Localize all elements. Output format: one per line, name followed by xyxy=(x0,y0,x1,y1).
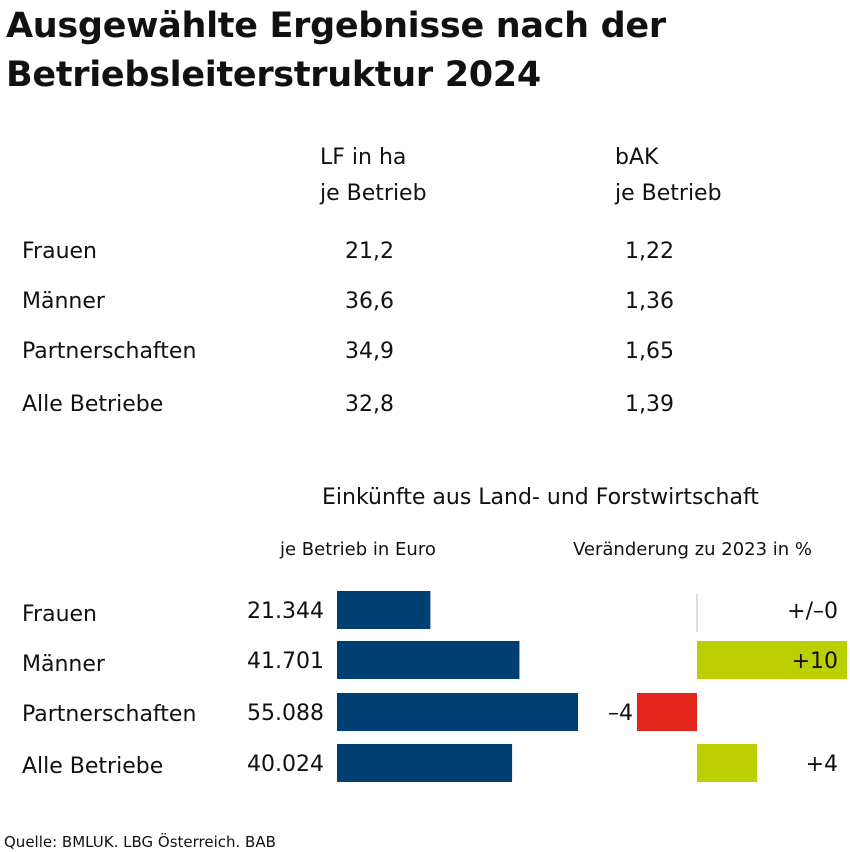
change-value-label: +4 xyxy=(806,752,838,777)
change-bar xyxy=(637,693,697,731)
change-bar xyxy=(697,744,757,782)
source-note: Quelle: BMLUK. LBG Österreich. BAB xyxy=(4,833,276,851)
chart-title: Ausgewählte Ergebnisse nach der Betriebs… xyxy=(6,2,666,100)
category-label: Alle Betriebe xyxy=(22,754,164,779)
lf-column-header: LF in ha je Betrieb xyxy=(320,145,427,206)
table-row-label: Frauen xyxy=(22,239,98,264)
change-value-label: –4 xyxy=(608,701,633,726)
table-row-lf-value: 21,2 xyxy=(345,239,394,264)
bak-column-header: bAK je Betrieb xyxy=(615,145,722,206)
table-row-bak-value: 1,39 xyxy=(625,392,674,417)
table-row-lf-value: 36,6 xyxy=(345,289,394,314)
table-row-bak-value: 1,22 xyxy=(625,239,674,264)
title-line-1: Ausgewählte Ergebnisse nach der xyxy=(6,6,666,46)
income-value-label: 41.701 xyxy=(247,649,324,674)
change-series-header: Veränderung zu 2023 in % xyxy=(573,539,813,560)
income-bar xyxy=(337,591,431,629)
category-label: Partnerschaften xyxy=(22,702,197,727)
category-label: Frauen xyxy=(22,602,98,627)
change-value-label: +10 xyxy=(792,649,838,674)
table-row-bak-value: 1,36 xyxy=(625,289,674,314)
income-bar xyxy=(337,641,520,679)
income-bar xyxy=(337,693,578,731)
income-series-header: je Betrieb in Euro xyxy=(280,539,436,560)
income-chart-title: Einkünfte aus Land- und Forstwirtschaft xyxy=(322,485,759,510)
table-row-label: Männer xyxy=(22,289,105,314)
income-value-label: 55.088 xyxy=(247,701,324,726)
table-row-lf-value: 34,9 xyxy=(345,339,394,364)
title-line-2: Betriebsleiterstruktur 2024 xyxy=(6,55,541,95)
change-bar xyxy=(697,641,847,679)
income-value-label: 21.344 xyxy=(247,599,324,624)
change-value-label: +/–0 xyxy=(787,599,838,624)
table-row-label: Alle Betriebe xyxy=(22,392,164,417)
table-row-label: Partnerschaften xyxy=(22,339,197,364)
table-row-bak-value: 1,65 xyxy=(625,339,674,364)
income-value-label: 40.024 xyxy=(247,752,324,777)
table-row-lf-value: 32,8 xyxy=(345,392,394,417)
category-label: Männer xyxy=(22,652,105,677)
income-bar xyxy=(337,744,513,782)
